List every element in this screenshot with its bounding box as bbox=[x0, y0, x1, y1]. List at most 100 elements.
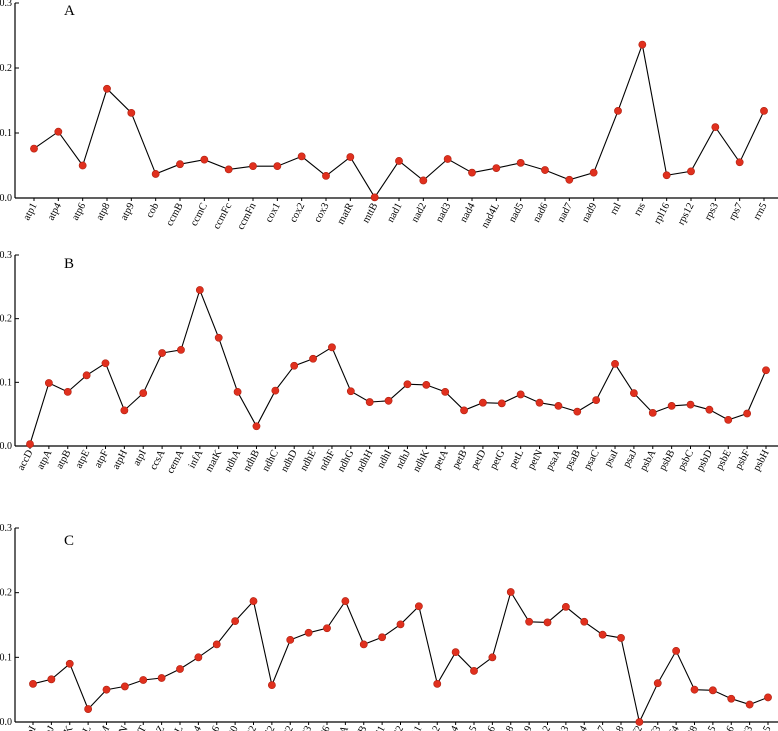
y-tick-label: 0.3 bbox=[0, 250, 12, 261]
category-label: infA bbox=[187, 448, 206, 471]
data-point bbox=[724, 415, 733, 424]
category-label: psbM bbox=[91, 724, 112, 731]
category-label: rpl22 bbox=[239, 724, 259, 731]
data-point bbox=[158, 349, 167, 357]
category-label: psbA bbox=[638, 448, 658, 473]
data-point bbox=[63, 387, 72, 396]
category-label: atp4 bbox=[46, 201, 65, 223]
category-label: ndhI bbox=[375, 448, 394, 471]
data-point bbox=[667, 401, 676, 410]
data-point bbox=[200, 155, 209, 164]
category-label: rps3 bbox=[703, 201, 721, 222]
category-label: nad7 bbox=[556, 201, 575, 224]
category-label: rps7 bbox=[590, 724, 608, 731]
data-point bbox=[290, 361, 299, 370]
data-point bbox=[648, 408, 657, 417]
category-label: rps8 bbox=[608, 724, 626, 731]
category-label: rrn23 bbox=[735, 724, 755, 731]
category-label: nad6 bbox=[531, 201, 550, 224]
category-label: ycf3 bbox=[645, 724, 663, 731]
category-label: rps15 bbox=[459, 724, 480, 731]
data-point bbox=[26, 440, 34, 448]
category-label: ndhE bbox=[299, 448, 319, 473]
data-point bbox=[29, 679, 37, 688]
category-label: ccsA bbox=[148, 448, 168, 472]
category-label: ycf4 bbox=[663, 724, 682, 731]
data-point bbox=[589, 168, 598, 177]
data-point bbox=[101, 359, 110, 368]
data-point bbox=[535, 398, 544, 407]
category-label: ycf68 bbox=[679, 724, 700, 731]
data-point bbox=[727, 694, 736, 703]
category-label: atpA bbox=[35, 448, 54, 472]
data-point bbox=[271, 386, 280, 395]
series-line bbox=[32, 590, 769, 724]
data-point bbox=[573, 407, 582, 416]
category-label: rps14 bbox=[441, 724, 462, 731]
data-point bbox=[365, 398, 374, 406]
data-point bbox=[328, 343, 336, 352]
category-label: petN bbox=[526, 448, 545, 472]
category-label: petD bbox=[469, 448, 488, 472]
data-point bbox=[653, 679, 662, 688]
category-label: ccmFn bbox=[236, 201, 259, 232]
data-point bbox=[359, 640, 368, 649]
series-line bbox=[29, 288, 767, 445]
data-point bbox=[468, 168, 476, 177]
category-label: nad3 bbox=[434, 201, 453, 224]
category-label: matR bbox=[336, 201, 356, 226]
data-point bbox=[47, 675, 56, 684]
data-point bbox=[214, 333, 223, 342]
data-point bbox=[224, 165, 233, 174]
category-label: cemA bbox=[165, 448, 187, 476]
category-label: petL bbox=[508, 448, 527, 470]
category-label: nad5 bbox=[507, 201, 526, 224]
data-point bbox=[541, 166, 549, 174]
data-point bbox=[176, 160, 184, 169]
data-point bbox=[323, 624, 331, 633]
category-label: ndhF bbox=[318, 448, 338, 472]
data-point bbox=[554, 401, 563, 410]
data-point bbox=[120, 682, 129, 691]
category-label: rps18 bbox=[496, 724, 517, 731]
category-label: ndhG bbox=[336, 448, 357, 474]
category-label: nad4L bbox=[480, 201, 502, 230]
category-label: cox3 bbox=[312, 201, 331, 224]
data-point bbox=[414, 602, 423, 611]
chart-panel-c: 0.00.10.20.3CpsbIpsbJpsbKpsbLpsbMpsbNpsb… bbox=[0, 523, 778, 731]
category-label: rpl14 bbox=[184, 724, 204, 731]
y-tick-label: 0.2 bbox=[0, 314, 12, 325]
category-label: psaI bbox=[603, 448, 621, 469]
category-label: rpl16 bbox=[652, 201, 672, 226]
category-label: rpl33 bbox=[294, 724, 314, 731]
category-label: atpB bbox=[54, 448, 73, 471]
category-label: petG bbox=[488, 448, 507, 472]
data-point bbox=[194, 653, 203, 662]
data-point bbox=[686, 400, 695, 409]
category-label: psbL bbox=[74, 724, 94, 731]
data-point bbox=[470, 667, 478, 675]
data-point bbox=[516, 390, 525, 399]
data-point bbox=[543, 618, 552, 627]
category-label: atpH bbox=[111, 448, 130, 472]
category-label: cob bbox=[144, 201, 161, 220]
category-label: psbT bbox=[129, 724, 149, 731]
data-point bbox=[433, 679, 442, 688]
data-point bbox=[743, 409, 752, 418]
category-label: rrn5 bbox=[752, 201, 770, 222]
data-point bbox=[341, 597, 350, 605]
category-label: atpI bbox=[132, 448, 150, 468]
data-point bbox=[735, 158, 744, 167]
data-point bbox=[249, 162, 257, 171]
data-point bbox=[708, 686, 717, 695]
data-point bbox=[120, 406, 129, 415]
data-point bbox=[309, 354, 317, 363]
data-point bbox=[370, 193, 379, 202]
category-label: ndhA bbox=[223, 448, 244, 474]
category-label: psbB bbox=[657, 448, 677, 472]
category-label: rps11 bbox=[404, 724, 424, 731]
data-point bbox=[629, 389, 638, 398]
data-point bbox=[103, 84, 111, 93]
category-label: psaJ bbox=[621, 448, 639, 469]
data-point bbox=[139, 676, 148, 684]
